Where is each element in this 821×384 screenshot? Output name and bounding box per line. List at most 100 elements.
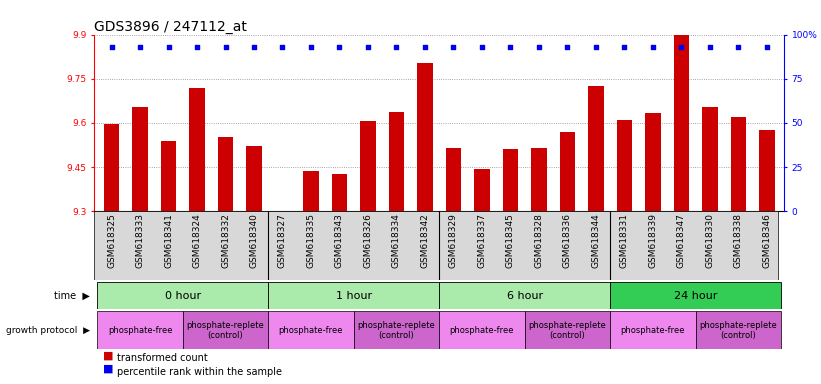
Text: GSM618344: GSM618344 [591,213,600,268]
Point [589,44,603,50]
Bar [132,107,148,211]
Bar [268,282,439,309]
Text: time  ▶: time ▶ [54,291,90,301]
Text: GDS3896 / 247112_at: GDS3896 / 247112_at [94,20,247,33]
Bar [360,121,376,211]
Text: GSM618326: GSM618326 [364,213,373,268]
Point [105,44,118,50]
Bar [702,107,718,211]
Point [361,44,374,50]
Point [219,44,232,50]
Bar [502,149,518,211]
Bar [759,130,775,211]
Bar [268,311,354,349]
Point [333,44,346,50]
Text: ■: ■ [103,364,113,374]
Text: 0 hour: 0 hour [165,291,201,301]
Text: GSM618337: GSM618337 [478,213,487,268]
Bar [731,117,746,211]
Bar [97,311,183,349]
Text: GSM618341: GSM618341 [164,213,173,268]
Bar [354,311,439,349]
Text: growth protocol  ▶: growth protocol ▶ [7,326,90,335]
Text: phosphate-replete
(control): phosphate-replete (control) [529,321,607,340]
Text: phosphate-replete
(control): phosphate-replete (control) [358,321,435,340]
Text: 1 hour: 1 hour [336,291,372,301]
Text: phosphate-free: phosphate-free [450,326,514,335]
Text: phosphate-replete
(control): phosphate-replete (control) [186,321,264,340]
Bar [610,282,782,309]
Bar [446,148,461,211]
Bar [610,311,695,349]
Text: GSM618325: GSM618325 [107,213,116,268]
Text: 24 hour: 24 hour [674,291,718,301]
Bar [475,169,490,211]
Text: transformed count: transformed count [117,353,209,363]
Bar [303,171,319,211]
Bar [161,141,177,211]
Point [276,44,289,50]
Text: GSM618336: GSM618336 [563,213,572,268]
Text: GSM618338: GSM618338 [734,213,743,268]
Point [447,44,460,50]
Point [390,44,403,50]
Point [760,44,773,50]
Bar [103,124,119,211]
Bar [560,132,576,211]
Text: GSM618324: GSM618324 [192,213,201,268]
Text: GSM618334: GSM618334 [392,213,401,268]
Point [190,44,204,50]
Text: 6 hour: 6 hour [507,291,543,301]
Text: GSM618332: GSM618332 [221,213,230,268]
Text: percentile rank within the sample: percentile rank within the sample [117,367,282,377]
Text: phosphate-free: phosphate-free [279,326,343,335]
Bar [388,112,404,211]
Text: GSM618340: GSM618340 [250,213,259,268]
Point [704,44,717,50]
Point [475,44,488,50]
Text: GSM618346: GSM618346 [763,213,772,268]
Bar [218,137,233,211]
Text: phosphate-free: phosphate-free [108,326,172,335]
Text: GSM618345: GSM618345 [506,213,515,268]
Bar [588,86,603,211]
Bar [617,120,632,211]
Bar [183,311,268,349]
Text: GSM618331: GSM618331 [620,213,629,268]
Bar [525,311,610,349]
Bar [246,146,262,211]
Text: GSM618327: GSM618327 [278,213,287,268]
Bar [439,282,610,309]
Text: GSM618343: GSM618343 [335,213,344,268]
Point [134,44,147,50]
Bar [275,210,291,211]
Text: ■: ■ [103,350,113,360]
Text: phosphate-replete
(control): phosphate-replete (control) [699,321,777,340]
Bar [531,148,547,211]
Point [618,44,631,50]
Text: GSM618335: GSM618335 [306,213,315,268]
Point [532,44,545,50]
Text: GSM618330: GSM618330 [705,213,714,268]
Bar [695,311,782,349]
Point [646,44,659,50]
Bar [645,113,661,211]
Point [419,44,432,50]
Point [247,44,260,50]
Text: GSM618333: GSM618333 [135,213,144,268]
Bar [189,88,205,211]
Text: GSM618342: GSM618342 [420,213,429,268]
Bar [417,63,433,211]
Bar [673,14,690,211]
Point [732,44,745,50]
Text: GSM618339: GSM618339 [649,213,658,268]
Text: phosphate-free: phosphate-free [621,326,686,335]
Point [305,44,318,50]
Point [675,44,688,50]
Text: GSM618329: GSM618329 [449,213,458,268]
Point [561,44,574,50]
Text: GSM618328: GSM618328 [534,213,544,268]
Bar [439,311,525,349]
Bar [332,174,347,211]
Text: GSM618347: GSM618347 [677,213,686,268]
